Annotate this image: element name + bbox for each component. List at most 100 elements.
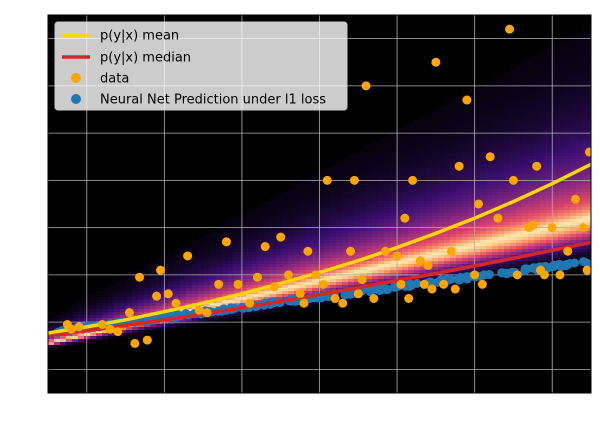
density-cell [558,195,565,199]
data-point [135,272,145,282]
density-cell [72,318,79,322]
density-cell [168,288,175,292]
density-cell [456,153,463,157]
density-cell [558,225,565,229]
density-cell [120,288,127,292]
density-cell [468,150,475,154]
density-cell [174,324,181,328]
density-cell [480,132,487,136]
density-cell [516,168,523,172]
density-cell [426,141,433,145]
density-cell [492,198,499,202]
density-cell [420,126,427,130]
density-cell [558,123,565,127]
density-cell [234,225,241,229]
density-cell [378,204,385,208]
density-cell [468,234,475,238]
density-cell [576,54,583,58]
density-cell [126,327,133,331]
density-cell [276,219,283,223]
density-cell [528,249,535,253]
density-cell [510,216,517,220]
density-cell [564,129,571,133]
density-cell [582,162,589,166]
density-cell [486,264,493,268]
density-cell [522,246,529,250]
density-cell [576,255,583,259]
density-cell [330,234,337,238]
density-cell [570,231,577,235]
density-cell [516,207,523,211]
density-cell [228,225,235,229]
density-cell [336,258,343,262]
density-cell [528,231,535,235]
density-cell [432,246,439,250]
density-cell [324,231,331,235]
density-cell [216,315,223,319]
density-cell [288,213,295,217]
density-cell [228,219,235,223]
density-cell [414,153,421,157]
density-cell [372,144,379,148]
density-cell [174,276,181,280]
density-cell [126,333,133,337]
density-cell [210,231,217,235]
nn-prediction-point [382,284,392,294]
density-cell [444,135,451,139]
density-cell [294,222,301,226]
density-cell [468,138,475,142]
data-point [283,270,293,280]
density-cell [582,117,589,121]
density-cell [588,120,591,124]
data-point [454,161,464,171]
density-cell [330,237,337,241]
density-cell [588,255,591,259]
density-cell [492,267,499,271]
density-cell [516,138,523,142]
density-cell [360,234,367,238]
data-point [392,251,402,261]
density-cell [114,294,121,298]
density-cell [462,105,469,109]
density-cell [420,177,427,181]
density-cell [72,315,79,319]
density-cell [558,60,565,64]
density-cell [180,249,187,253]
density-cell [570,180,577,184]
legend-label-data: data [100,72,129,87]
density-cell [246,276,253,280]
density-cell [546,51,553,55]
density-cell [168,252,175,256]
density-cell [588,183,591,187]
density-cell [564,123,571,127]
density-cell [288,243,295,247]
density-cell [516,243,523,247]
density-cell [288,192,295,196]
density-cell [462,234,469,238]
density-cell [486,96,493,100]
density-cell [480,177,487,181]
density-cell [432,270,439,274]
density-cell [372,222,379,226]
density-cell [582,48,589,52]
density-cell [426,237,433,241]
density-cell [96,336,103,340]
density-cell [456,123,463,127]
density-cell [522,72,529,76]
density-cell [228,270,235,274]
density-cell [534,219,541,223]
density-cell [420,276,427,280]
density-cell [258,294,265,298]
density-cell [378,261,385,265]
density-cell [564,159,571,163]
density-cell [192,264,199,268]
density-cell [354,297,361,301]
density-cell [270,270,277,274]
density-cell [132,309,139,313]
density-cell [510,261,517,265]
density-cell [462,165,469,169]
density-cell [516,264,523,268]
density-cell [528,78,535,82]
density-cell [528,138,535,142]
density-cell [282,285,289,289]
